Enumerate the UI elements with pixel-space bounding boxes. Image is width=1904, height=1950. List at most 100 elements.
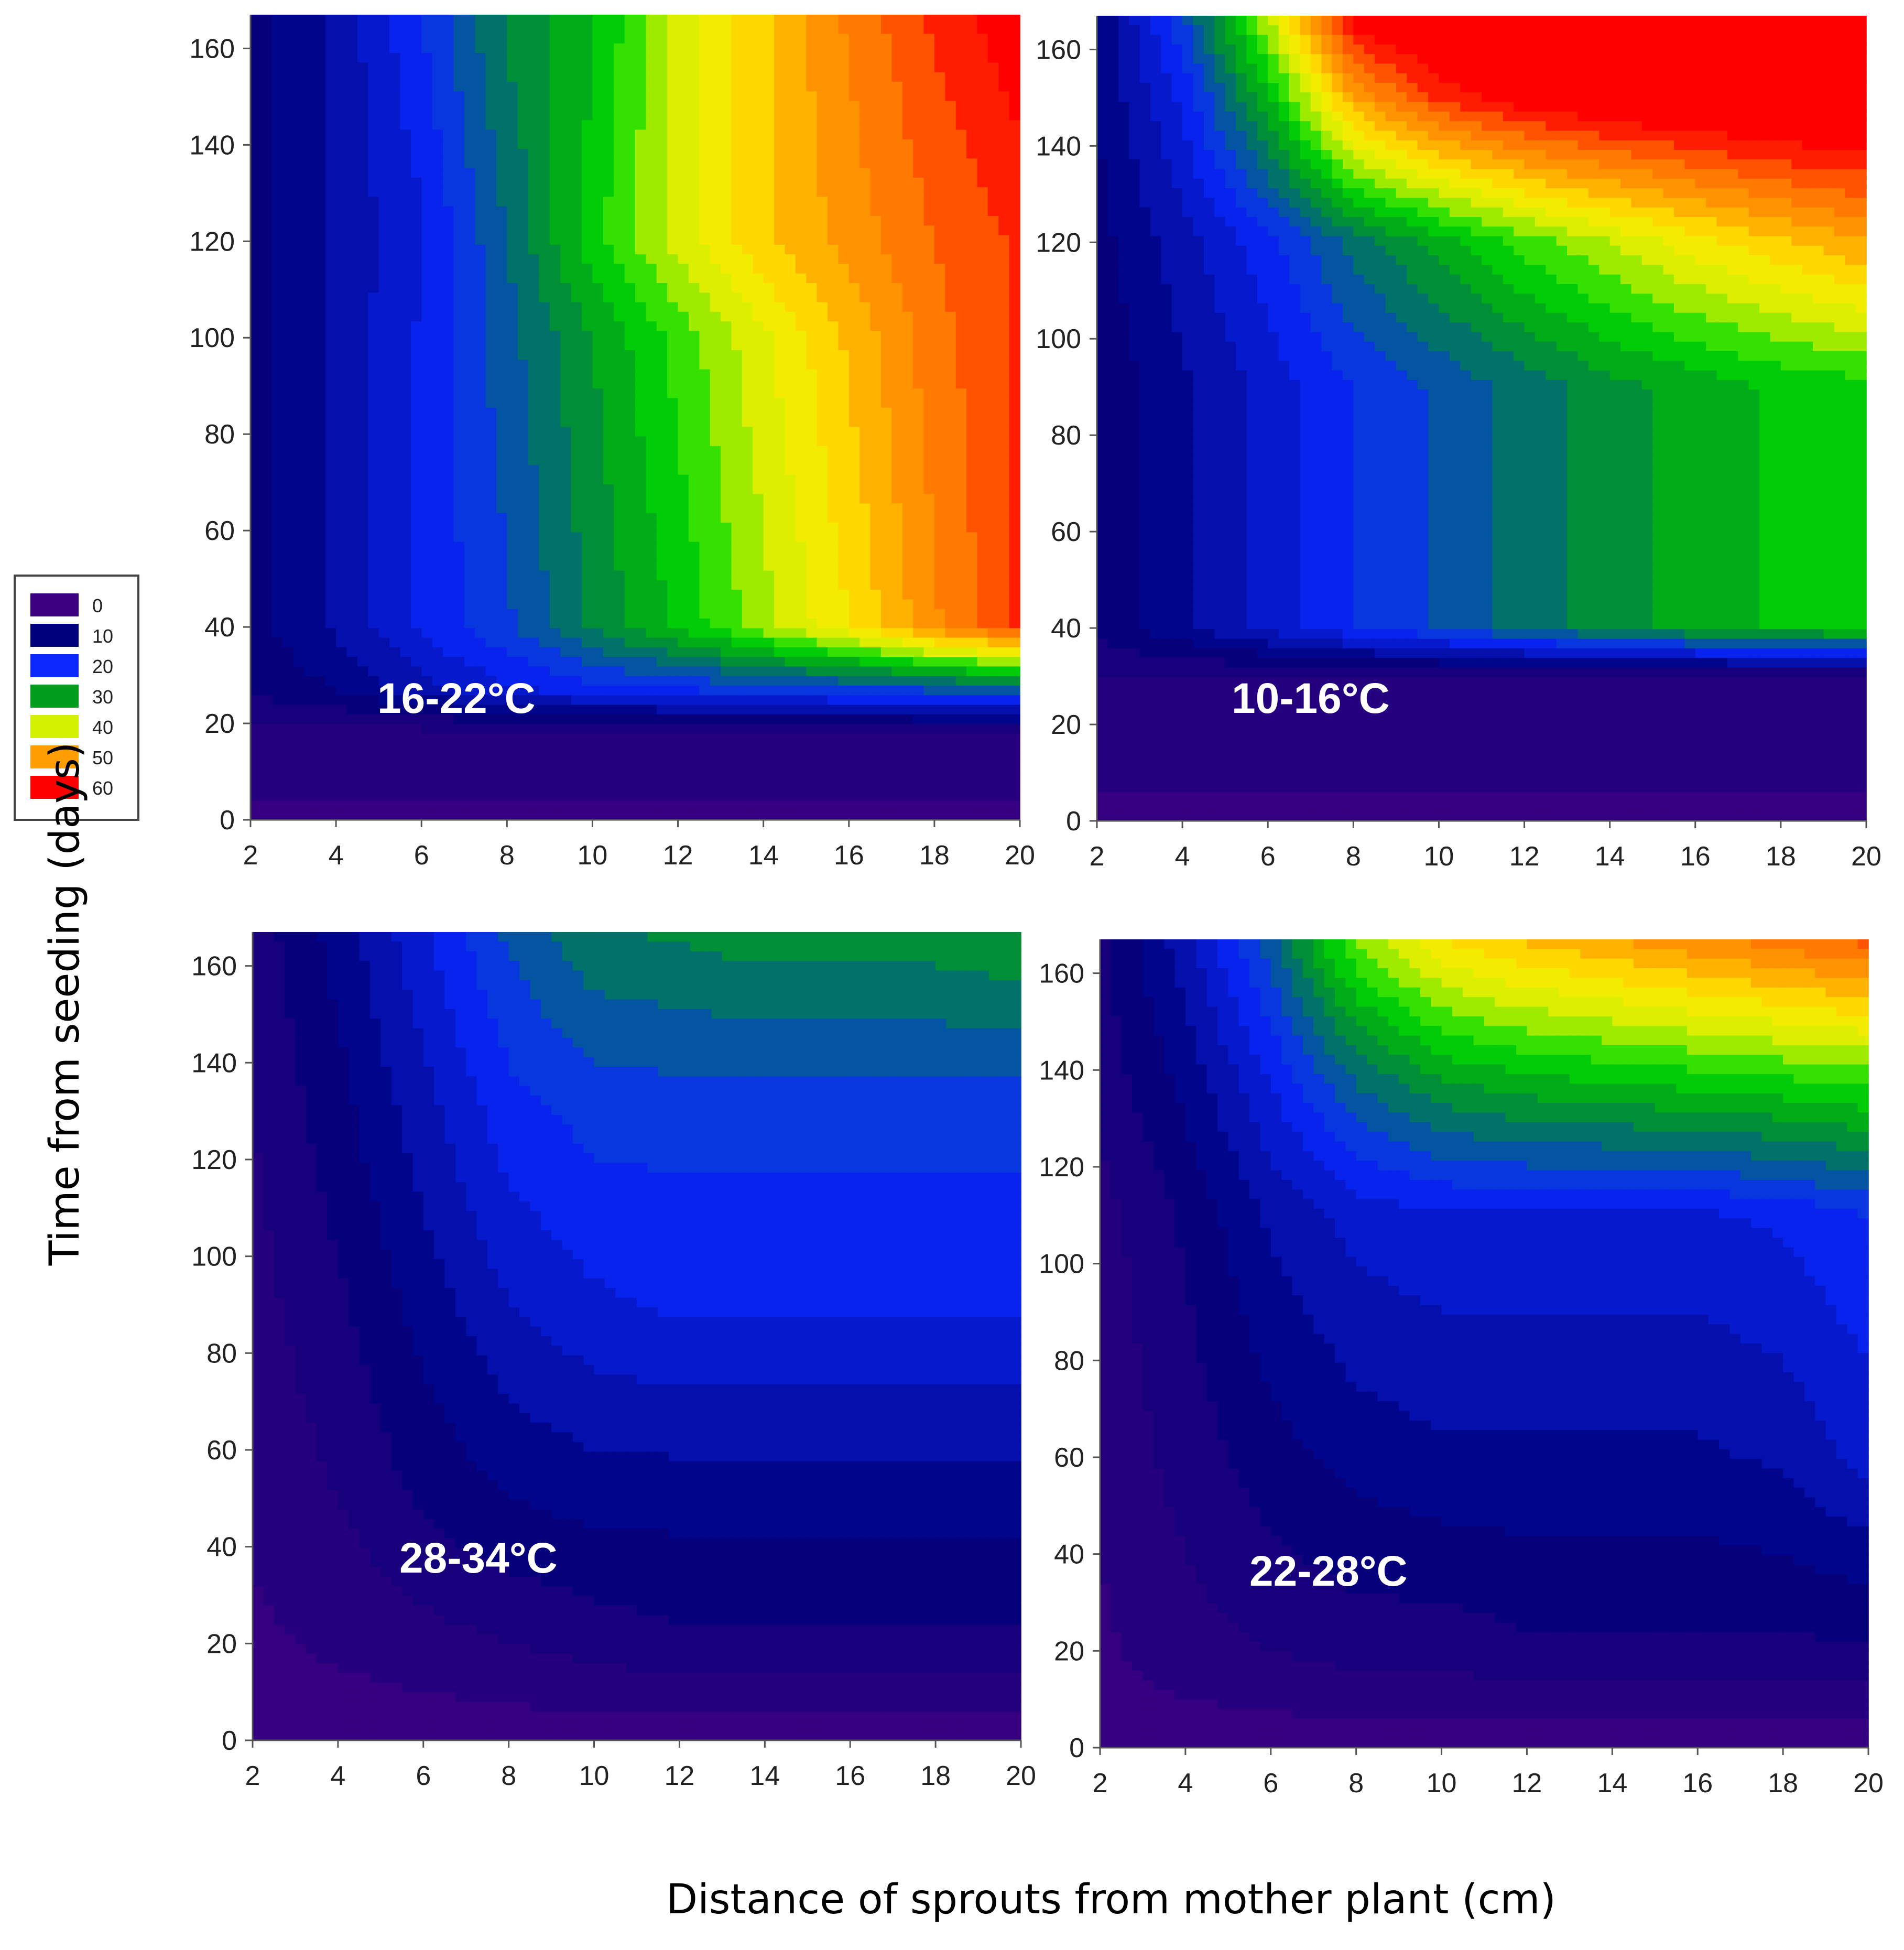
heatmap-cell [271, 446, 283, 456]
heatmap-cell [987, 62, 999, 73]
heatmap-cell [251, 283, 262, 294]
heatmap-cell [785, 91, 796, 102]
heatmap-cell [646, 628, 657, 638]
heatmap-cell [859, 590, 871, 600]
heatmap-cell [400, 551, 411, 562]
heatmap-cell [485, 628, 497, 638]
heatmap-cell [282, 34, 294, 44]
heatmap-cell [710, 53, 721, 63]
heatmap-cell [410, 82, 422, 92]
heatmap-cell [678, 177, 689, 188]
heatmap-cell [699, 474, 711, 485]
heatmap-cell [346, 206, 358, 216]
heatmap-cell [496, 657, 508, 667]
heatmap-cell [368, 388, 379, 399]
heatmap-cell [293, 541, 304, 552]
heatmap-cell [838, 273, 850, 284]
heatmap-cell [261, 235, 273, 245]
heatmap-cell [389, 139, 401, 149]
heatmap-cell [880, 541, 893, 552]
heatmap-cell [848, 254, 860, 265]
heatmap-cell [774, 637, 786, 648]
heatmap-cell [838, 177, 850, 188]
heatmap-cell [453, 292, 465, 303]
heatmap-cell [507, 82, 518, 92]
heatmap-cell [389, 551, 401, 562]
heatmap-cell [293, 590, 304, 600]
heatmap-cell [880, 350, 893, 361]
heatmap-cell [496, 436, 508, 447]
heatmap-cell [282, 158, 294, 169]
heatmap-cell [848, 53, 860, 63]
heatmap-cell [838, 628, 850, 638]
heatmap-cell [549, 446, 561, 456]
heatmap-cell [998, 331, 1010, 341]
heatmap-cell [453, 24, 465, 35]
heatmap-cell [592, 53, 604, 63]
heatmap-cell [753, 82, 764, 92]
heatmap-cell [710, 216, 721, 226]
heatmap-cell [806, 302, 818, 312]
heatmap-cell [603, 311, 615, 322]
heatmap-cell [582, 474, 593, 485]
heatmap-cell [517, 158, 529, 169]
heatmap-cell [785, 398, 796, 408]
heatmap-cell [891, 244, 903, 255]
heatmap-cell [357, 187, 369, 198]
heatmap-cell [421, 532, 433, 543]
heatmap-cell [721, 24, 732, 35]
heatmap-cell [806, 311, 818, 322]
heatmap-cell [998, 456, 1010, 466]
heatmap-cell [848, 62, 860, 73]
heatmap-cell [507, 120, 518, 131]
heatmap-cell [453, 129, 465, 140]
heatmap-cell [721, 666, 732, 677]
heatmap-cell [614, 53, 625, 63]
heatmap-cell [742, 244, 754, 255]
heatmap-cell [539, 360, 550, 370]
heatmap-cell [624, 244, 636, 255]
heatmap-cell [667, 609, 679, 619]
heatmap-cell [987, 158, 999, 169]
heatmap-cell [496, 34, 508, 44]
heatmap-cell [667, 158, 679, 169]
heatmap-cell [828, 302, 839, 312]
heatmap-cell [838, 110, 850, 121]
heatmap-cell [721, 120, 732, 131]
heatmap-cell [293, 206, 304, 216]
heatmap-cell [571, 551, 582, 562]
heatmap-cell [282, 628, 294, 638]
heatmap-cell [496, 465, 508, 475]
heatmap-cell [955, 388, 967, 399]
heatmap-cell [934, 292, 946, 303]
heatmap-cell [507, 283, 518, 294]
heatmap-cell [624, 360, 636, 370]
heatmap-cell [966, 523, 978, 533]
heatmap-cell [753, 388, 764, 399]
heatmap-cell [582, 599, 593, 610]
heatmap-cell [528, 43, 540, 53]
heatmap-cell [507, 484, 518, 495]
heatmap-cell [251, 570, 262, 581]
heatmap-cell [582, 225, 593, 236]
heatmap-cell [977, 417, 988, 428]
heatmap-cell [485, 609, 497, 619]
heatmap-cell [731, 513, 743, 523]
heatmap-cell [998, 350, 1010, 361]
heatmap-cell [539, 456, 550, 466]
heatmap-cell [528, 120, 540, 131]
heatmap-cell [507, 24, 518, 35]
heatmap-cell [453, 197, 465, 207]
heatmap-cell [774, 609, 786, 619]
heatmap-cell [806, 292, 818, 303]
heatmap-cell [517, 619, 529, 629]
heatmap-cell [432, 590, 443, 600]
heatmap-cell [923, 446, 935, 456]
heatmap-cell [517, 474, 529, 485]
heatmap-cell [753, 216, 764, 226]
heatmap-cell [955, 599, 967, 610]
heatmap-cell [688, 244, 700, 255]
heatmap-cell [710, 120, 721, 131]
heatmap-cell [357, 360, 369, 370]
